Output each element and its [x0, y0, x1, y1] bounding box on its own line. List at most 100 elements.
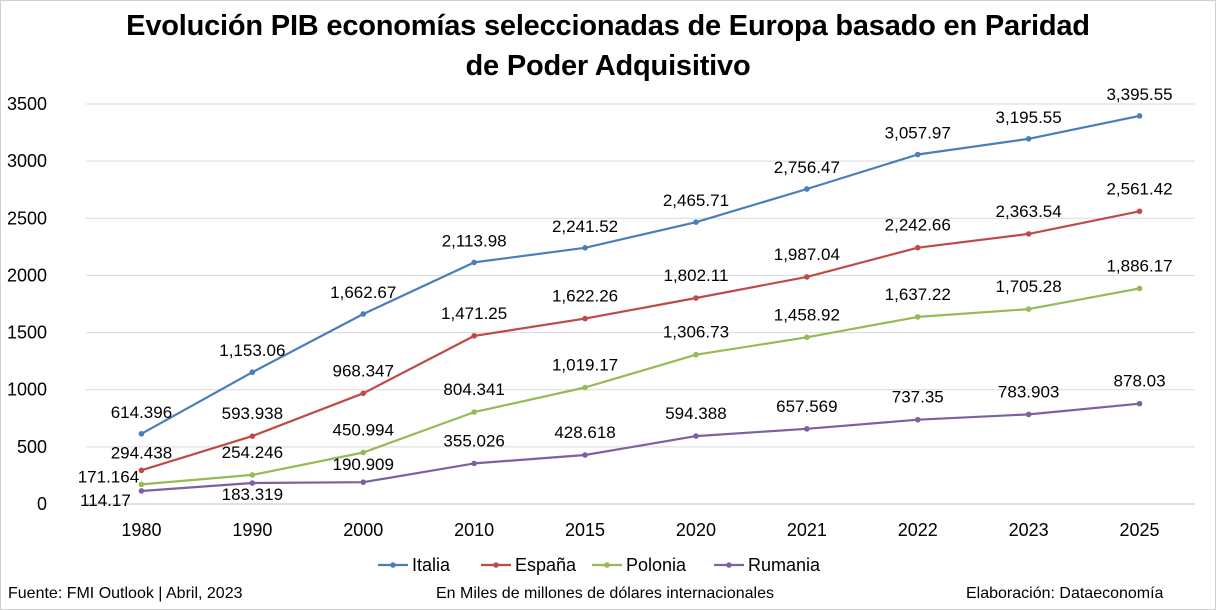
- data-point: [138, 481, 145, 488]
- data-point: [1025, 135, 1032, 142]
- data-point: [804, 186, 810, 192]
- data-point: [249, 480, 256, 486]
- y-tick-label: 3000: [7, 151, 47, 171]
- legend-label: Rumania: [748, 555, 821, 575]
- x-tick-label: 1990: [232, 520, 272, 540]
- y-tick-label: 1000: [7, 380, 47, 400]
- units-note: En Miles de millones de dólares internac…: [436, 585, 774, 602]
- x-tick-label: 2023: [1009, 520, 1049, 540]
- data-label: 804.341: [443, 380, 504, 399]
- data-point: [582, 245, 588, 251]
- data-label: 2,242.66: [885, 216, 951, 235]
- data-label: 171.164: [78, 467, 139, 486]
- data-point: [804, 274, 810, 280]
- data-label: 1,471.25: [441, 304, 507, 323]
- data-point: [138, 430, 145, 437]
- data-point: [582, 315, 588, 322]
- y-tick-label: 2000: [7, 265, 47, 285]
- data-label: 3,395.55: [1106, 85, 1172, 104]
- data-label: 3,195.55: [996, 108, 1062, 127]
- data-point: [360, 311, 367, 317]
- data-label: 1,637.22: [885, 285, 951, 304]
- data-point: [471, 259, 477, 266]
- data-point: [693, 295, 699, 301]
- legend-marker: [726, 562, 732, 568]
- y-tick-label: 0: [37, 494, 47, 514]
- data-label: 2,561.42: [1106, 179, 1172, 198]
- data-point: [1136, 400, 1143, 407]
- data-label: 594.388: [665, 404, 726, 423]
- data-label: 1,662.67: [330, 283, 396, 302]
- y-tick-label: 3500: [7, 94, 47, 114]
- data-label: 968.347: [333, 361, 394, 380]
- data-point: [138, 488, 145, 494]
- x-tick-label: 1980: [121, 520, 161, 540]
- data-label: 1,019.17: [552, 356, 618, 375]
- data-point: [914, 416, 921, 423]
- data-point: [249, 433, 256, 439]
- x-tick-label: 2015: [565, 520, 605, 540]
- data-point: [914, 244, 921, 251]
- data-label: 783.903: [998, 382, 1059, 401]
- data-label: 1,458.92: [774, 305, 840, 324]
- legend-label: España: [515, 555, 577, 575]
- data-label: 1,802.11: [663, 266, 728, 285]
- data-label: 2,113.98: [442, 231, 507, 250]
- data-point: [804, 334, 810, 341]
- data-point: [582, 384, 588, 391]
- x-tick-label: 2010: [454, 520, 494, 540]
- data-point: [1025, 231, 1032, 237]
- x-tick-label: 2000: [343, 520, 383, 540]
- data-label: 2,241.52: [552, 217, 618, 236]
- data-label: 450.994: [333, 420, 394, 439]
- series-line: [140, 114, 1140, 435]
- data-label: 2,756.47: [774, 158, 840, 177]
- data-point: [249, 472, 256, 478]
- x-tick-label: 2022: [898, 520, 938, 540]
- data-point: [693, 351, 699, 358]
- credit-note: Elaboración: Dataeconomía: [966, 585, 1164, 602]
- data-point: [1025, 411, 1032, 418]
- series-line: [141, 210, 1140, 472]
- y-tick-label: 1500: [7, 323, 47, 343]
- data-label: 737.35: [892, 388, 944, 407]
- data-point: [360, 449, 367, 456]
- data-point: [471, 409, 477, 415]
- data-label: 1,153.06: [219, 341, 285, 360]
- data-label: 1,622.26: [552, 287, 618, 306]
- data-point: [1136, 113, 1143, 119]
- data-point: [582, 452, 588, 458]
- data-point: [360, 390, 367, 397]
- data-label: 2,465.71: [663, 191, 729, 210]
- x-tick-label: 2021: [787, 520, 827, 540]
- data-point: [693, 219, 699, 226]
- data-point: [249, 369, 256, 376]
- data-label: 657.569: [776, 397, 837, 416]
- data-point: [914, 151, 921, 158]
- data-label: 1,306.73: [663, 323, 729, 342]
- x-tick-label: 2025: [1120, 520, 1160, 540]
- data-label: 878.03: [1114, 372, 1166, 391]
- data-label: 1,886.17: [1106, 256, 1172, 275]
- data-label: 1,987.04: [774, 245, 840, 264]
- source-note: Fuente: FMI Outlook | Abril, 2023: [8, 585, 243, 602]
- chart-title-line-1: Evolución PIB economías seleccionadas de…: [126, 10, 1090, 42]
- data-point: [693, 433, 699, 439]
- data-point: [1025, 306, 1032, 312]
- data-label: 593.938: [222, 404, 283, 423]
- data-point: [471, 460, 477, 467]
- data-point: [138, 467, 145, 474]
- y-tick-label: 2500: [7, 208, 47, 228]
- data-point: [1136, 208, 1143, 215]
- series-line: [141, 287, 1140, 486]
- legend-marker: [604, 562, 610, 568]
- data-point: [360, 479, 367, 485]
- legend-label: Italia: [412, 555, 451, 575]
- data-label: 2,363.54: [996, 202, 1062, 221]
- data-label: 114.17: [80, 491, 131, 510]
- data-point: [1136, 285, 1143, 292]
- data-point: [914, 314, 921, 320]
- data-label: 183.319: [222, 485, 283, 504]
- series-line: [141, 402, 1140, 493]
